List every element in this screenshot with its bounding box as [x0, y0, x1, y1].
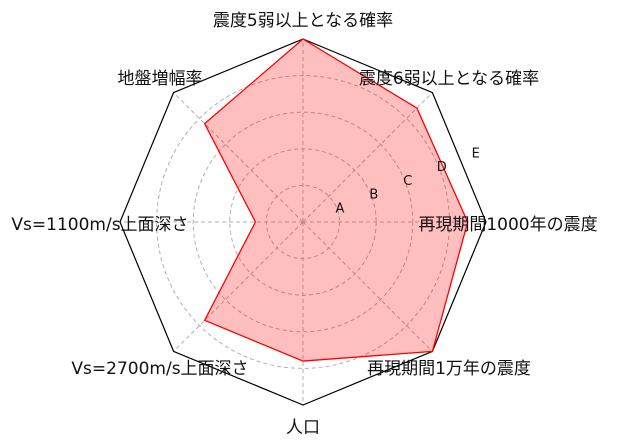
axis-label-1: 震度5弱以上となる確率 [213, 11, 393, 31]
label-layer: A B C D E 震度5弱以上となる確率震度6弱以上となる確率再現期間1000年の震度再… [11, 11, 597, 438]
axis-label-8: 地盤増幅率 [118, 69, 203, 89]
grid-ring-4 [156, 75, 450, 369]
grid-ring-3 [192, 111, 414, 333]
data-area [203, 38, 469, 362]
ring-label-C: C [403, 174, 412, 189]
ring-label-B: B [369, 188, 378, 203]
ring-label-A: A [335, 201, 344, 216]
ring-label-E: E [472, 146, 480, 161]
grid-spoke-8 [173, 92, 304, 223]
axis-label-6: Vs=2700m/s上面深さ [71, 359, 248, 379]
axis-label-3: 再現期間1000年の震度 [418, 215, 597, 235]
axis-label-4: 再現期間1万年の震度 [367, 359, 531, 379]
data-layer [203, 38, 469, 362]
grid-spoke-6 [173, 221, 304, 352]
axis-label-2: 震度6弱以上となる確率 [359, 69, 539, 89]
axis-label-7: Vs=1100m/s上面深さ [11, 215, 188, 235]
grid-layer [119, 38, 487, 406]
outer-frame [119, 38, 487, 406]
grid-spoke-2 [302, 92, 433, 223]
grid-spoke-4 [302, 221, 433, 352]
axis-label-5: 人口 [286, 418, 320, 438]
ring-label-D: D [437, 160, 447, 175]
